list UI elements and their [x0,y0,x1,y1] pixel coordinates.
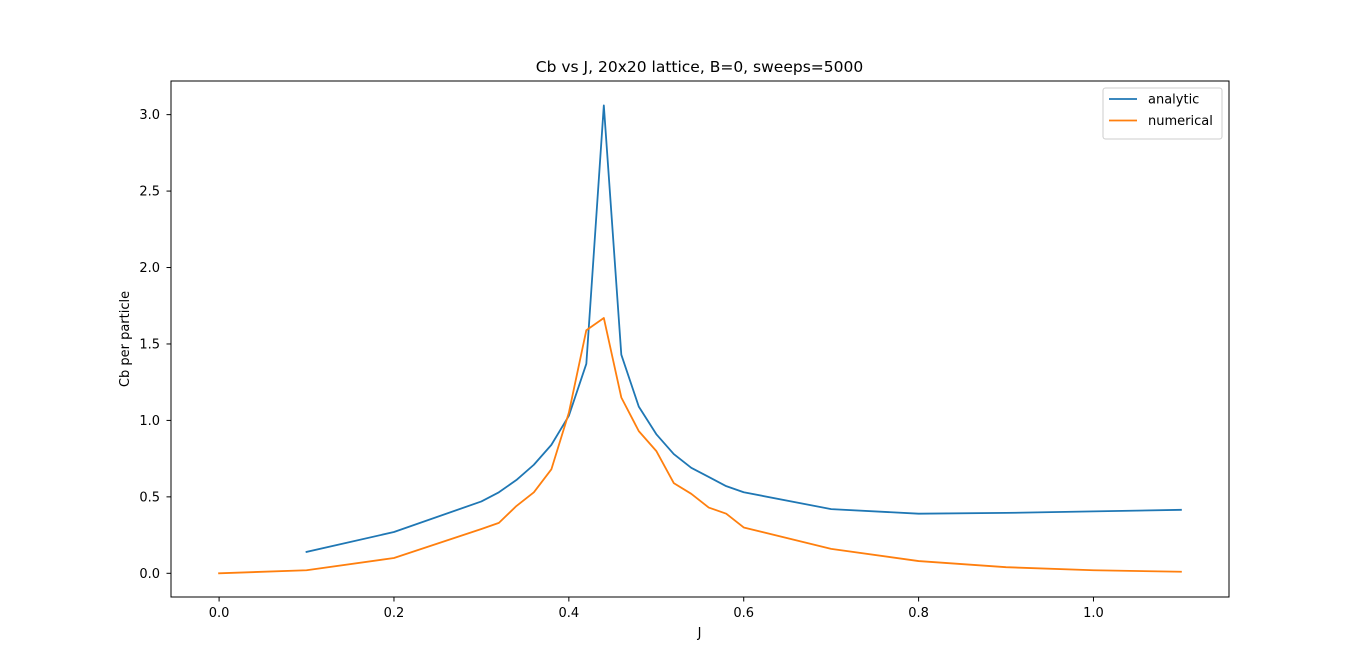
chart-title: Cb vs J, 20x20 lattice, B=0, sweeps=5000 [536,58,863,76]
y-tick-label: 1.0 [139,414,160,429]
axes-frame [170,80,1230,598]
y-tick-label: 2.0 [139,261,160,276]
x-tick-label: 0.4 [558,606,579,621]
y-tick-label: 1.5 [139,337,160,352]
y-tick-label: 0.0 [139,567,160,582]
x-tick-label: 0.8 [908,606,929,621]
x-tick-label: 1.0 [1083,606,1104,621]
legend: analytic numerical [1102,87,1223,140]
x-tick-label: 0.0 [209,606,230,621]
legend-box [1102,87,1223,140]
x-tick-label: 0.6 [733,606,754,621]
series-line-numerical [218,317,1182,575]
y-tick-label: 0.5 [139,490,160,505]
y-axis-label: Cb per particle [118,291,133,387]
x-axis-label: J [697,626,702,641]
series-line-analytic [305,104,1182,553]
y-tick-label: 2.5 [139,185,160,200]
plot-area: 0.0 0.2 0.4 0.6 0.8 1.0 0.0 0.5 1.0 1.5 2.0 2.5 3.0 [139,80,1230,621]
legend-label-analytic: analytic [1148,93,1199,108]
x-tick-label: 0.2 [384,606,405,621]
y-tick-label: 3.0 [139,108,160,123]
legend-label-numerical: numerical [1148,114,1213,129]
